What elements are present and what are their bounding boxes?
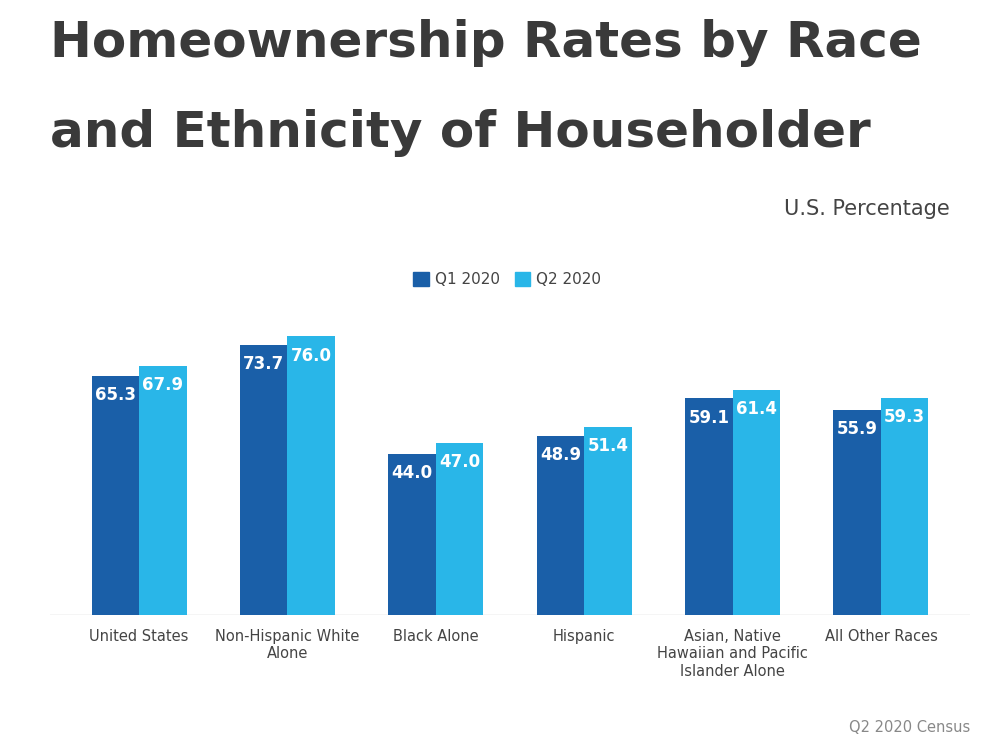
Text: 67.9: 67.9: [142, 376, 183, 394]
Bar: [287, 336, 335, 615]
Text: 44.0: 44.0: [392, 464, 433, 482]
Bar: [733, 390, 780, 615]
Bar: [436, 442, 483, 615]
Bar: [240, 345, 287, 615]
Text: 61.4: 61.4: [736, 400, 777, 418]
Text: 55.9: 55.9: [837, 420, 878, 438]
Bar: [833, 410, 881, 615]
Text: 65.3: 65.3: [95, 386, 136, 404]
Text: 47.0: 47.0: [439, 453, 480, 471]
Bar: [139, 366, 187, 615]
Legend: Q1 2020, Q2 2020: Q1 2020, Q2 2020: [407, 266, 608, 293]
Text: Q2 2020 Census: Q2 2020 Census: [849, 720, 970, 735]
Text: and Ethnicity of Householder: and Ethnicity of Householder: [50, 109, 871, 157]
Bar: [92, 376, 139, 615]
Text: U.S. Percentage: U.S. Percentage: [784, 199, 950, 219]
Bar: [685, 398, 733, 615]
Text: 73.7: 73.7: [243, 355, 284, 373]
Text: 59.3: 59.3: [884, 408, 925, 426]
Text: 48.9: 48.9: [540, 446, 581, 464]
Bar: [584, 427, 632, 615]
Text: 51.4: 51.4: [587, 436, 628, 454]
Bar: [881, 398, 928, 615]
Bar: [537, 436, 584, 615]
Text: Homeownership Rates by Race: Homeownership Rates by Race: [50, 19, 922, 67]
Text: 76.0: 76.0: [291, 346, 332, 364]
Bar: [388, 454, 436, 615]
Text: 59.1: 59.1: [688, 409, 729, 427]
